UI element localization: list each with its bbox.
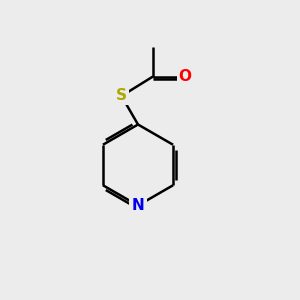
Text: N: N xyxy=(132,198,144,213)
Text: S: S xyxy=(116,88,127,104)
Text: O: O xyxy=(178,69,192,84)
